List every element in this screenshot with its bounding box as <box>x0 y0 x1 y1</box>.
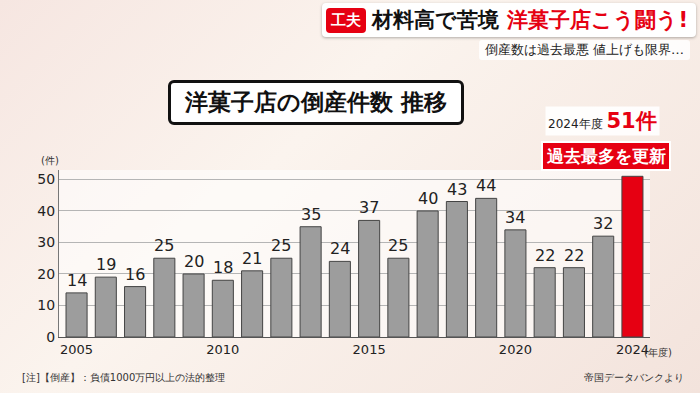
svg-text:35: 35 <box>301 205 321 224</box>
svg-text:0: 0 <box>46 329 55 345</box>
svg-text:2024: 2024 <box>616 342 649 357</box>
svg-text:22: 22 <box>564 246 584 265</box>
svg-text:30: 30 <box>37 234 55 250</box>
svg-text:2020: 2020 <box>499 342 532 357</box>
html-text:[注]【倒産】：負債1000万円以上の法的整理: [注]【倒産】：負債1000万円以上の法的整理 <box>22 372 226 383</box>
svg-text:19: 19 <box>96 255 116 274</box>
svg-text:18: 18 <box>213 258 233 277</box>
html-text:工夫: 工夫 <box>331 10 362 29</box>
svg-text:43: 43 <box>447 180 467 199</box>
svg-text:16: 16 <box>125 265 145 284</box>
svg-text:44: 44 <box>476 176 496 195</box>
svg-text:20: 20 <box>37 266 55 282</box>
svg-text:10: 10 <box>37 297 55 313</box>
html-text:洋菓子店の倒産件数 推移: 洋菓子店の倒産件数 推移 <box>185 89 447 115</box>
svg-text:過去最多を更新: 過去最多を更新 <box>546 146 666 166</box>
svg-text:2005: 2005 <box>60 342 93 357</box>
svg-text:25: 25 <box>154 236 174 255</box>
svg-text:25: 25 <box>271 236 291 255</box>
svg-text:21: 21 <box>242 249 262 268</box>
svg-text:(件): (件) <box>41 155 59 166</box>
svg-text:(年度): (年度) <box>644 347 672 358</box>
svg-text:25: 25 <box>388 236 408 255</box>
svg-text:2024年度 51件: 2024年度 51件 <box>548 109 657 133</box>
html-text:材料高で苦境 洋菓子店こう闘う!: 材料高で苦境 洋菓子店こう闘う! <box>372 8 688 32</box>
svg-text:2010: 2010 <box>206 342 239 357</box>
html-text:帝国データバンクより: 帝国データバンクより <box>584 372 684 383</box>
svg-text:40: 40 <box>37 203 55 219</box>
svg-text:2015: 2015 <box>353 342 386 357</box>
svg-text:37: 37 <box>359 198 379 217</box>
svg-text:14: 14 <box>67 271 87 290</box>
svg-text:24: 24 <box>330 239 350 258</box>
html-text:倒産数は過去最悪 値上げも限界…: 倒産数は過去最悪 値上げも限界… <box>484 42 684 57</box>
svg-text:40: 40 <box>418 189 438 208</box>
svg-text:50: 50 <box>37 171 55 187</box>
svg-text:32: 32 <box>593 214 613 233</box>
svg-text:22: 22 <box>535 246 555 265</box>
svg-text:34: 34 <box>505 208 525 227</box>
svg-text:20: 20 <box>184 252 204 271</box>
